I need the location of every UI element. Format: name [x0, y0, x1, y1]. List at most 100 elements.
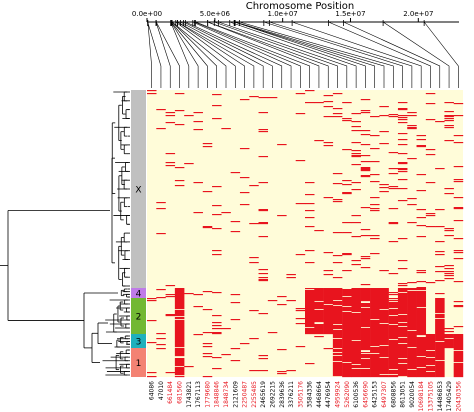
variant-cell: [360, 290, 371, 292]
variant-cell: [407, 335, 417, 337]
variant-cell: [370, 333, 380, 335]
variant-cell: [332, 294, 343, 296]
variant-cell: [416, 334, 427, 336]
variant-cell: [342, 356, 352, 358]
variant-cell: [435, 357, 445, 359]
variant-cell: [397, 330, 408, 332]
variant-cell: [351, 289, 361, 291]
variant-cell: [360, 338, 371, 340]
variant-cell: [174, 292, 185, 294]
variant-cell: [370, 355, 380, 357]
variant-cell: [239, 177, 250, 179]
variant-cell: [342, 363, 352, 365]
variant-cell: [444, 342, 454, 344]
variant-cell: [416, 331, 427, 333]
variant-cell: [342, 370, 352, 372]
variant-cell: [332, 319, 343, 321]
variant-cell: [342, 350, 352, 352]
variant-cell: [388, 330, 399, 332]
variant-cell: [342, 336, 352, 338]
variant-cell: [323, 116, 334, 118]
variant-cell: [193, 306, 203, 308]
variant-cell: [174, 327, 185, 329]
variant-cell: [397, 108, 408, 110]
variant-cell: [165, 285, 176, 287]
variant-cell: [397, 375, 408, 377]
variant-cell: [258, 280, 269, 282]
variant-cell: [453, 370, 464, 372]
variant-cell: [397, 285, 408, 287]
variant-cell: [305, 217, 315, 219]
variant-cell: [156, 208, 166, 210]
variant-cell: [360, 112, 371, 114]
variant-cell: [416, 338, 427, 340]
variant-cell: [342, 302, 352, 304]
variant-cell: [370, 116, 380, 118]
variant-cell: [342, 355, 352, 357]
variant-cell: [370, 369, 380, 371]
cluster-label: 3: [136, 338, 142, 348]
variant-cell: [342, 317, 352, 319]
variant-cell: [397, 153, 408, 155]
variant-cell: [388, 241, 399, 243]
variant-cell: [425, 119, 436, 121]
variant-cell: [332, 325, 343, 327]
variant-cell: [397, 307, 408, 309]
variant-cell: [174, 330, 185, 332]
variant-cell: [174, 338, 185, 340]
variant-cell: [407, 343, 417, 345]
variant-cell: [360, 373, 371, 375]
variant-cell: [435, 329, 445, 331]
variant-cell: [342, 326, 352, 328]
variant-cell: [444, 328, 454, 330]
variant-cell: [221, 328, 231, 330]
variant-cell: [351, 332, 361, 334]
variant-cell: [212, 186, 222, 188]
variant-cell: [453, 336, 464, 338]
variant-cell: [397, 339, 408, 341]
variant-cell: [370, 294, 380, 296]
variant-cell: [397, 122, 408, 124]
variant-cell: [360, 304, 371, 306]
variant-cell: [444, 188, 454, 190]
variant-cell: [305, 300, 315, 302]
variant-cell: [370, 322, 380, 324]
variant-cell: [370, 174, 380, 176]
variant-cell: [342, 341, 352, 343]
variant-cell: [342, 323, 352, 325]
variant-cell: [360, 332, 371, 334]
variant-cell: [360, 294, 371, 296]
variant-cell: [397, 369, 408, 371]
variant-cell: [305, 363, 315, 365]
variant-cell: [407, 373, 417, 375]
snp-label: 1848846: [214, 381, 221, 408]
variant-cell: [351, 318, 361, 320]
variant-cell: [332, 370, 343, 372]
variant-cell: [332, 306, 343, 308]
variant-cell: [351, 310, 361, 312]
snp-connector: [214, 21, 338, 88]
variant-cell: [397, 331, 408, 333]
variant-cell: [435, 362, 445, 364]
variant-cell: [370, 310, 380, 312]
variant-cell: [360, 370, 371, 372]
variant-cell: [212, 94, 222, 96]
variant-cell: [332, 312, 343, 314]
dendrogram: [0, 91, 130, 376]
variant-cell: [425, 369, 436, 371]
variant-cell: [332, 113, 343, 115]
variant-cell: [258, 273, 269, 275]
variant-cell: [379, 372, 389, 374]
variant-cell: [342, 339, 352, 341]
variant-cell: [360, 170, 371, 172]
variant-cell: [416, 297, 427, 299]
variant-cell: [212, 292, 222, 294]
variant-cell: [360, 328, 371, 330]
variant-cell: [351, 150, 361, 152]
variant-cell: [249, 185, 259, 187]
variant-cell: [360, 168, 371, 170]
snp-connector: [328, 21, 431, 88]
variant-cell: [314, 292, 324, 294]
variant-cell: [453, 179, 464, 181]
variant-cell: [397, 290, 408, 292]
